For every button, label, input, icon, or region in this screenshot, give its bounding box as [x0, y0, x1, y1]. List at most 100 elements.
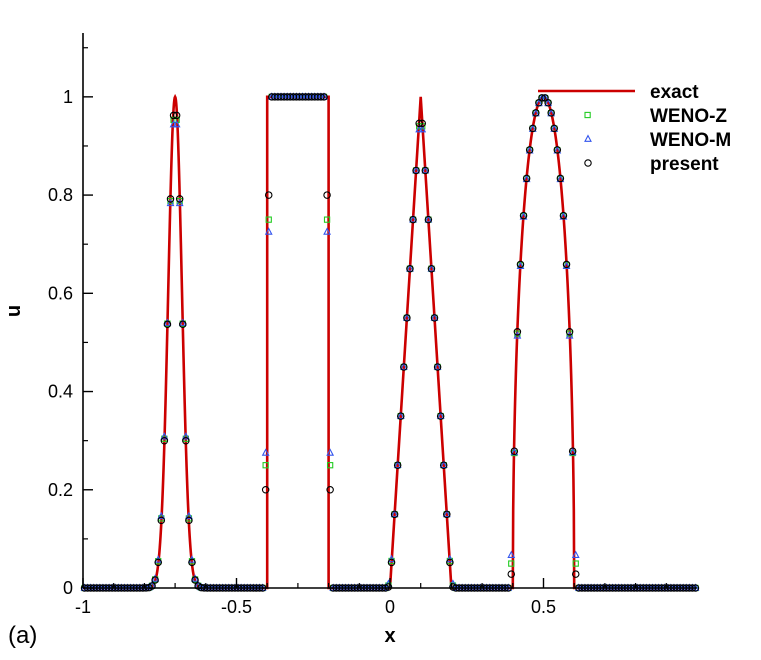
weno-m-marker — [445, 554, 454, 563]
x-tick-label: -0.5 — [221, 597, 252, 617]
present-marker — [406, 264, 414, 273]
weno-m-marker — [406, 264, 414, 272]
legend-swatch-weno-m — [584, 134, 592, 142]
weno-z-marker — [572, 560, 579, 567]
weno-m-marker — [320, 92, 328, 100]
weno-m-marker — [163, 318, 172, 326]
legend: exact WENO-Z WENO-M present — [538, 82, 731, 175]
weno-m-marker — [439, 460, 448, 469]
weno-m-marker — [181, 432, 190, 440]
weno-m-marker — [424, 215, 433, 223]
present-marker — [538, 94, 546, 102]
present-marker — [261, 486, 270, 494]
weno-m-marker — [323, 227, 331, 235]
weno-m-marker — [172, 119, 181, 128]
x-axis-label: x — [384, 625, 395, 647]
present-marker — [519, 211, 528, 220]
present-marker — [513, 328, 522, 336]
present-marker — [160, 437, 169, 445]
weno-m-marker — [178, 318, 187, 326]
y-tick-label: 0.2 — [48, 480, 73, 500]
present-marker — [412, 166, 420, 175]
present-marker — [439, 461, 448, 469]
present-marker — [544, 99, 552, 107]
weno-z-marker — [326, 462, 334, 469]
present-markers — [80, 93, 700, 592]
weno-z-markers — [81, 93, 699, 592]
panel-label: (a) — [8, 622, 37, 649]
x-tick-label: 0.5 — [531, 597, 556, 617]
weno-m-marker — [418, 124, 427, 133]
weno-m-marker — [436, 411, 445, 419]
present-marker — [320, 93, 328, 101]
present-marker — [188, 558, 196, 567]
present-marker — [415, 119, 423, 128]
present-marker — [323, 191, 331, 199]
present-marker — [182, 437, 190, 445]
weno-m-marker — [427, 264, 436, 272]
weno-m-marker — [430, 313, 439, 321]
present-marker — [562, 260, 571, 269]
present-marker — [525, 146, 534, 154]
weno-m-marker — [402, 313, 411, 321]
present-marker — [148, 582, 156, 590]
present-marker — [172, 111, 181, 120]
present-marker — [166, 195, 175, 203]
present-marker — [436, 412, 445, 420]
weno-m-marker — [562, 261, 571, 270]
weno-m-marker — [571, 550, 580, 559]
present-marker — [409, 215, 417, 224]
present-marker — [154, 558, 162, 567]
present-marker — [175, 195, 184, 203]
axes-layer: -1 -0.5 0 0.5 0 0.2 0.4 0.6 0.8 1 — [48, 33, 697, 617]
series-layer — [80, 92, 700, 592]
legend-label: WENO-Z — [650, 106, 727, 127]
present-marker — [550, 124, 558, 133]
weno-m-marker — [421, 165, 430, 174]
present-marker — [326, 486, 334, 494]
y-tick-label: 0.8 — [48, 185, 73, 205]
weno-m-marker — [175, 198, 184, 207]
weno-m-marker — [184, 511, 193, 520]
present-marker — [191, 576, 199, 584]
weno-m-marker — [387, 554, 396, 563]
y-tick-label: 0 — [63, 578, 73, 598]
legend-swatch-present — [584, 159, 592, 167]
present-marker — [421, 166, 430, 175]
weno-z-marker — [508, 560, 515, 567]
present-marker — [443, 510, 451, 519]
present-marker — [384, 583, 393, 591]
legend-label: exact — [650, 82, 699, 103]
present-marker — [516, 260, 525, 269]
weno-m-marker — [442, 509, 451, 518]
present-marker — [547, 109, 555, 117]
weno-m-marker — [264, 227, 273, 235]
present-marker — [424, 215, 433, 224]
present-marker — [446, 558, 454, 567]
weno-m-marker — [160, 432, 169, 440]
present-marker — [157, 516, 166, 525]
present-marker — [393, 461, 402, 469]
weno-z-marker — [265, 216, 272, 223]
present-marker — [510, 447, 519, 455]
present-marker — [532, 109, 540, 117]
weno-m-marker — [261, 448, 270, 456]
weno-m-marker — [157, 511, 166, 520]
weno-m-marker — [166, 198, 175, 207]
weno-m-marker — [409, 215, 417, 223]
present-marker — [317, 93, 325, 101]
weno-m-marker — [393, 460, 402, 469]
weno-m-markers — [80, 92, 700, 591]
present-marker — [151, 576, 159, 584]
present-marker — [528, 124, 537, 133]
legend-label: WENO-M — [650, 130, 731, 151]
present-marker — [390, 510, 399, 519]
present-marker — [571, 570, 580, 578]
present-marker — [185, 516, 193, 525]
present-marker — [433, 363, 442, 371]
y-tick-label: 0.4 — [48, 382, 73, 402]
weno-z-marker — [323, 216, 331, 223]
present-marker — [396, 412, 405, 420]
weno-m-marker — [390, 509, 399, 518]
